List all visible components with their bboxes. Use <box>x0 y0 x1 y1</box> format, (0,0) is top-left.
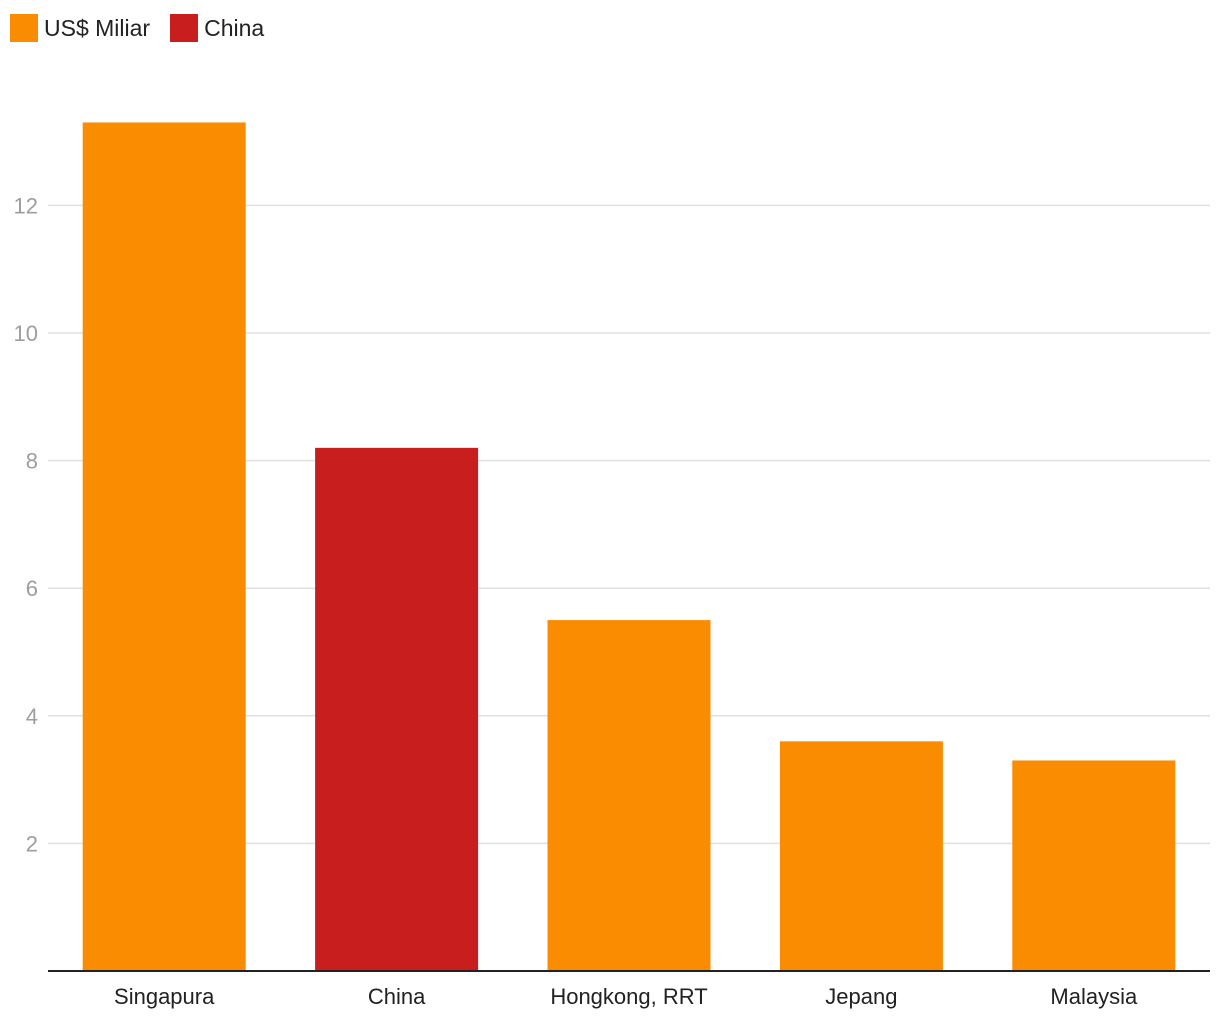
x-axis-labels: Singapura China Hongkong, RRT Jepang Malaysi… <box>114 984 1138 1009</box>
x-category-label: China <box>368 984 426 1009</box>
y-tick-label: 8 <box>26 449 38 474</box>
legend-item-usd-billion: US$ Miliar <box>10 14 150 42</box>
y-tick-label: 10 <box>14 321 38 346</box>
bar-jepang <box>779 741 943 971</box>
y-tick-label: 12 <box>14 193 38 218</box>
bar-china <box>315 447 479 972</box>
chart-legend: US$ Miliar China <box>10 12 264 44</box>
bars <box>82 122 1176 972</box>
y-tick-label: 2 <box>26 831 38 856</box>
x-category-label: Jepang <box>825 984 897 1009</box>
legend-swatch-red <box>170 14 199 42</box>
legend-item-china: China <box>170 14 264 42</box>
x-category-label: Singapura <box>114 984 215 1009</box>
y-axis-ticks: 2 4 6 8 10 12 <box>14 193 38 856</box>
x-category-label: Hongkong, RRT <box>550 984 707 1009</box>
legend-swatch-orange <box>10 14 38 42</box>
x-category-label: Malaysia <box>1050 984 1138 1009</box>
bar-singapura <box>82 122 246 971</box>
bar-hongkong-rrt <box>547 620 711 971</box>
y-tick-label: 4 <box>26 704 38 729</box>
legend-label: China <box>204 14 265 41</box>
bar-malaysia <box>1012 760 1176 971</box>
y-tick-label: 6 <box>26 576 38 601</box>
legend-label: US$ Miliar <box>44 14 151 41</box>
